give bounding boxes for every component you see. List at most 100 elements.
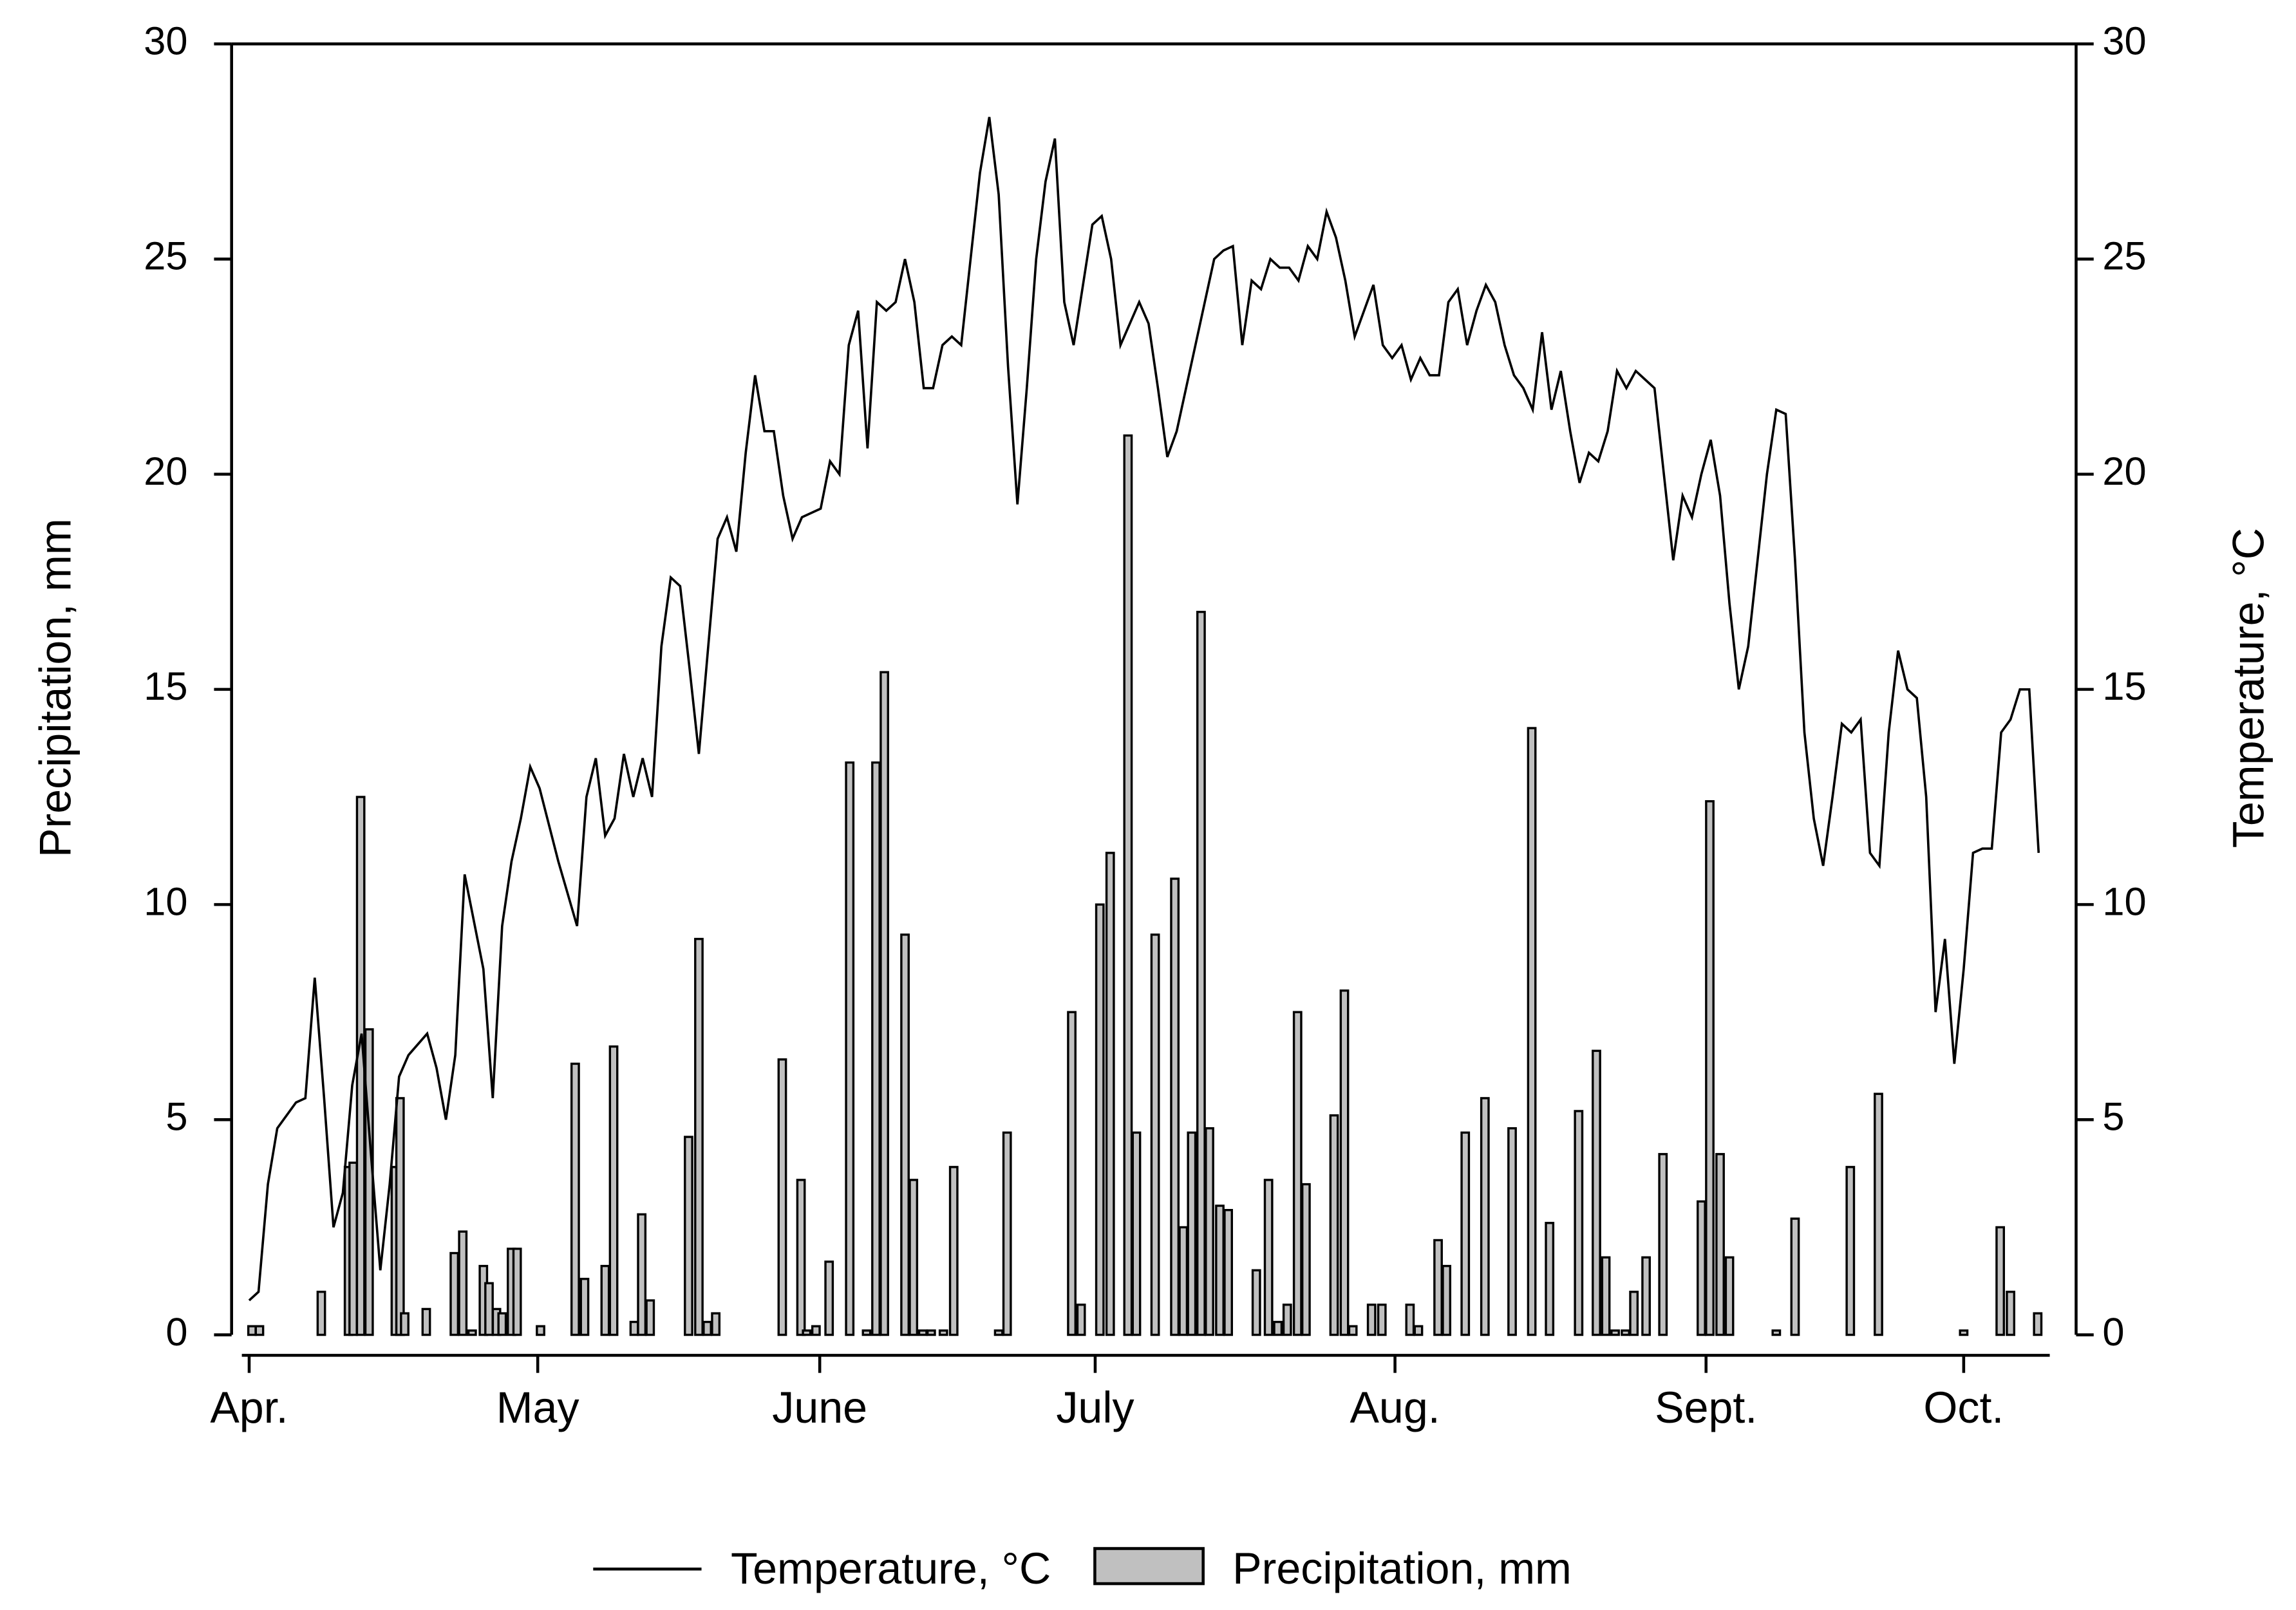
bar (1629, 1291, 1639, 1336)
y-axis-label: Precipitation, mm (31, 518, 80, 857)
bar (1771, 1329, 1782, 1336)
bar (1610, 1329, 1620, 1336)
y2-tick-label: 5 (2102, 1095, 2124, 1139)
bar (926, 1329, 936, 1336)
bar (579, 1277, 590, 1336)
bar (1460, 1131, 1471, 1336)
bar (1874, 1092, 1883, 1336)
bar (1329, 1114, 1339, 1336)
bar (1545, 1222, 1555, 1336)
bar (1123, 434, 1133, 1336)
bar (824, 1260, 834, 1336)
y2-tick-label: 10 (2102, 879, 2146, 924)
bar (993, 1329, 1004, 1336)
bar (1273, 1320, 1283, 1336)
bar (1205, 1127, 1214, 1336)
bar (2006, 1291, 2016, 1336)
y2-tick-label: 30 (2102, 19, 2146, 63)
bar (1601, 1256, 1611, 1336)
legend-label: Temperature, °C (731, 1544, 1051, 1593)
bar (1223, 1209, 1233, 1336)
bar (845, 761, 855, 1336)
bar (629, 1320, 639, 1336)
bar (871, 761, 881, 1336)
bar (497, 1312, 507, 1336)
temperature-line (248, 117, 2040, 1302)
bar (449, 1251, 460, 1336)
y2-tick-label: 20 (2102, 449, 2146, 494)
bar (1413, 1325, 1424, 1336)
bar (908, 1179, 919, 1336)
x-tick-label: Apr. (210, 1383, 288, 1432)
bar (900, 933, 910, 1336)
bar (1215, 1204, 1225, 1336)
bar (395, 1097, 405, 1336)
y-tick-label: 30 (144, 19, 187, 63)
bar (1170, 877, 1180, 1336)
bar (1339, 989, 1350, 1336)
y-tick-label: 15 (144, 664, 187, 709)
bar (1527, 727, 1537, 1336)
bar (1067, 1011, 1077, 1336)
x-tick-label: July (1056, 1383, 1134, 1432)
y2-tick-label: 25 (2102, 234, 2146, 279)
x-tick-label: June (772, 1383, 867, 1432)
bar (1507, 1127, 1517, 1336)
bar (796, 1179, 806, 1336)
bar (247, 1325, 257, 1336)
bar (917, 1329, 928, 1336)
bar (1405, 1304, 1415, 1336)
bar (1442, 1264, 1452, 1336)
x-tick-label: May (496, 1383, 579, 1432)
x-tick-label: Oct. (1923, 1383, 2004, 1432)
bar (1002, 1131, 1012, 1336)
bar (1715, 1153, 1725, 1336)
bar (637, 1213, 647, 1336)
bar (1076, 1304, 1086, 1336)
y2-tick-label: 15 (2102, 664, 2146, 709)
bar (421, 1307, 431, 1336)
bar (1263, 1179, 1274, 1336)
bar (1705, 800, 1715, 1336)
y2-tick-label: 0 (2102, 1310, 2124, 1354)
bar (1377, 1304, 1387, 1336)
bar (1301, 1183, 1311, 1336)
bar (1178, 1226, 1189, 1336)
bar (536, 1325, 545, 1336)
bar (1697, 1200, 1706, 1336)
bar (711, 1312, 721, 1336)
bar (1187, 1131, 1197, 1336)
bar (512, 1248, 522, 1336)
y-tick-label: 10 (144, 879, 187, 924)
bar (1282, 1304, 1292, 1336)
bar (467, 1329, 477, 1336)
bar (1251, 1269, 1261, 1336)
bar (1366, 1304, 1377, 1336)
bar (1641, 1256, 1651, 1336)
y-tick-label: 5 (165, 1095, 187, 1139)
bar (1621, 1329, 1630, 1336)
bar (316, 1291, 326, 1336)
bar (1105, 852, 1115, 1336)
bar (1592, 1049, 1601, 1336)
bar (458, 1230, 468, 1336)
bar (1292, 1011, 1303, 1336)
bar (600, 1264, 610, 1336)
bar (948, 1166, 959, 1336)
bar (570, 1062, 580, 1336)
bar (645, 1299, 655, 1336)
bar (684, 1136, 693, 1336)
bar (400, 1312, 409, 1336)
bar (1131, 1131, 1142, 1336)
bar (811, 1325, 821, 1336)
bar (1480, 1097, 1490, 1336)
bar (364, 1028, 374, 1336)
bar (608, 1045, 619, 1336)
bar (1433, 1239, 1443, 1336)
bar (1845, 1166, 1856, 1336)
y-tick-label: 0 (165, 1310, 187, 1354)
bar (254, 1325, 265, 1336)
bar (938, 1329, 948, 1336)
